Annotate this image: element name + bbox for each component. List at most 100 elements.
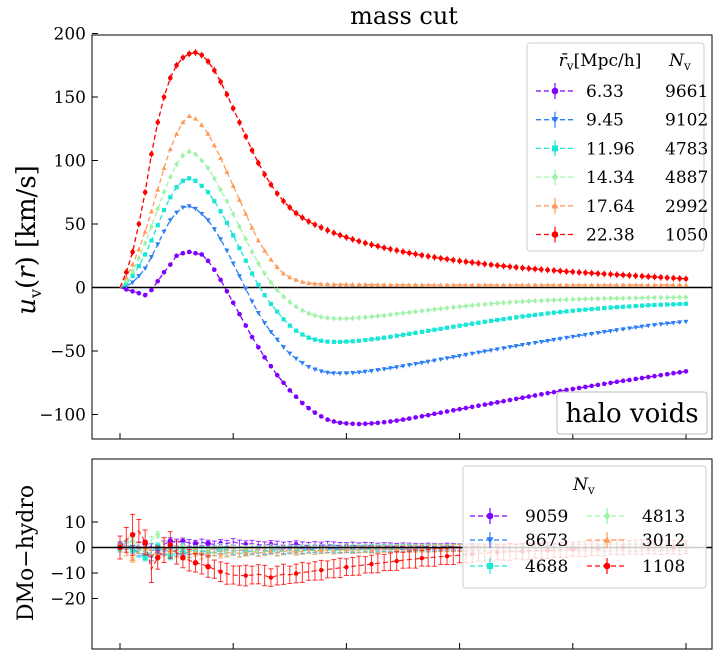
bottom-data-point (394, 546, 400, 551)
bottom-data-point (268, 575, 274, 580)
top-data-point (665, 302, 670, 307)
top-data-point (243, 134, 249, 139)
top-data-point (224, 92, 230, 97)
top-data-point (281, 317, 286, 322)
top-data-point (413, 330, 418, 335)
top-data-point (174, 161, 179, 168)
top-data-point (677, 301, 682, 307)
top-data-point (262, 321, 268, 326)
top-data-point (350, 282, 356, 287)
top-data-point (375, 420, 381, 426)
top-data-point (180, 119, 186, 125)
top-data-point (300, 307, 305, 314)
top-data-point (155, 242, 161, 247)
top-data-point (595, 271, 601, 276)
top-legend-count: 9661 (665, 82, 708, 102)
top-data-point (457, 323, 462, 328)
top-data-point (306, 364, 312, 370)
top-data-point (576, 296, 582, 303)
top-data-point (356, 370, 362, 375)
top-data-point (589, 306, 594, 312)
top-data-point (394, 418, 400, 423)
top-data-point (356, 338, 362, 343)
top-data-point (406, 363, 412, 368)
top-data-point (482, 301, 488, 308)
top-data-point (633, 303, 638, 309)
top-data-point (482, 282, 488, 287)
top-data-point (683, 276, 689, 282)
top-legend-entry: 17.64 2992 (536, 197, 708, 217)
top-data-point (174, 185, 179, 190)
top-data-point (168, 174, 173, 180)
top-data-point (413, 282, 419, 287)
top-data-point (501, 263, 506, 269)
top-data-point (224, 169, 230, 174)
top-data-point (407, 331, 412, 336)
top-data-point (507, 264, 513, 269)
top-data-point (451, 304, 456, 311)
top-data-point (526, 313, 531, 318)
top-data-point (425, 412, 431, 418)
top-panel-frame (91, 34, 713, 440)
top-data-point (350, 370, 356, 376)
top-data-point (495, 300, 500, 307)
top-data-point (337, 232, 343, 238)
top-data-point (582, 332, 588, 338)
top-data-point (306, 405, 311, 411)
top-data-point (243, 323, 249, 328)
top-data-point (463, 405, 469, 411)
top-data-point (526, 266, 532, 271)
top-data-point (463, 259, 469, 265)
top-data-point (469, 282, 475, 287)
top-data-point (639, 273, 645, 279)
top-data-point (293, 277, 299, 282)
top-panel-y-label: uv(r) [km/s] (12, 165, 45, 315)
bottom-data-point (319, 567, 324, 573)
top-data-point (564, 387, 569, 393)
top-data-point (161, 94, 167, 100)
top-data-point (180, 205, 186, 211)
top-data-point (526, 282, 532, 287)
top-data-point (482, 349, 488, 354)
top-data-point (262, 293, 267, 298)
top-data-point (532, 393, 538, 398)
top-data-point (174, 62, 179, 68)
top-data-point (123, 274, 129, 280)
top-data-point (312, 222, 318, 227)
top-data-point (387, 282, 393, 287)
top-data-point (457, 303, 462, 310)
legend-marker (551, 87, 559, 95)
top-data-point (186, 249, 192, 255)
top-data-point (608, 282, 614, 287)
top-data-point (369, 421, 374, 426)
top-data-point (595, 282, 601, 287)
top-data-point (670, 321, 676, 326)
top-data-point (626, 282, 632, 287)
top-data-point (237, 246, 242, 251)
top-data-point (482, 319, 487, 324)
bottom-data-point (218, 540, 223, 546)
top-data-point (356, 282, 362, 287)
bottom-panel-frame (91, 458, 713, 650)
top-data-point (570, 308, 575, 313)
top-data-point (136, 263, 141, 269)
top-data-point (463, 282, 469, 287)
top-panel-series (119, 49, 689, 427)
bottom-data-point (142, 555, 148, 561)
top-data-point (205, 218, 211, 223)
top-data-point (664, 294, 670, 301)
top-data-point (513, 264, 519, 270)
top-legend-header-radius: r̄v[Mpc/h] (559, 51, 642, 73)
top-data-point (419, 413, 425, 419)
top-data-point (199, 183, 204, 188)
top-data-point (513, 344, 519, 349)
top-data-point (514, 315, 519, 320)
top-data-point (331, 339, 336, 344)
top-data-point (136, 290, 142, 296)
bottom-legend-box (462, 465, 707, 589)
bottom-legend-count: 3012 (642, 531, 685, 551)
top-data-point (161, 189, 167, 196)
top-data-point (287, 388, 293, 393)
top-data-point (249, 249, 255, 255)
top-data-point (218, 237, 224, 242)
